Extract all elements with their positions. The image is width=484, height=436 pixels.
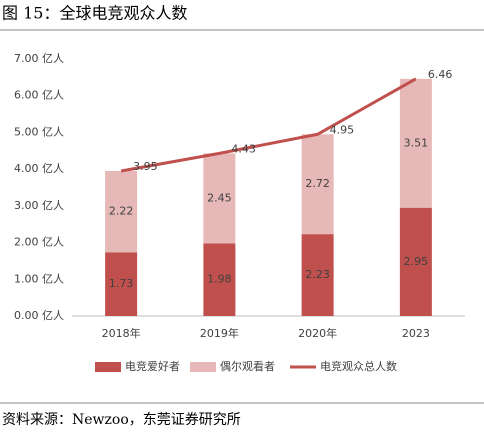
y-tick-label: 1.00 亿人 <box>14 272 64 285</box>
value-label: 2.23 <box>305 268 330 281</box>
bar <box>399 78 432 208</box>
bar <box>399 207 432 316</box>
value-label: 6.46 <box>428 68 453 81</box>
y-tick-label: 4.00 亿人 <box>14 162 64 175</box>
y-tick-label: 5.00 亿人 <box>14 125 64 138</box>
y-tick-label: 7.00 亿人 <box>14 52 64 65</box>
value-label: 2.22 <box>109 205 134 218</box>
line <box>120 77 417 173</box>
value-label: 4.95 <box>330 123 355 136</box>
bar <box>301 134 334 235</box>
y-tick-label: 3.00 亿人 <box>14 199 64 212</box>
value-label: 1.73 <box>109 277 134 290</box>
value-label: 4.43 <box>231 142 256 155</box>
y-tick-label: 0.00 亿人 <box>14 309 64 322</box>
value-label: 2.45 <box>207 191 232 204</box>
x-tick-label: 2020年 <box>298 326 337 340</box>
bar <box>105 170 138 253</box>
x-tick-label: 2019年 <box>200 326 239 340</box>
y-tick-label: 2.00 亿人 <box>14 236 64 249</box>
bar <box>203 243 236 316</box>
value-label: 3.95 <box>133 160 158 173</box>
legend-label: 偶尔观看者 <box>220 359 275 373</box>
bar <box>301 234 334 316</box>
source: 资料来源：Newzoo，东莞证券研究所 <box>2 412 241 428</box>
x-tick-label: 2018年 <box>102 326 141 340</box>
legend-swatch <box>190 362 216 372</box>
value-label: 3.51 <box>404 136 429 149</box>
y-tick-label: 6.00 亿人 <box>14 89 64 102</box>
legend-label: 电竞爱好者 <box>125 359 180 373</box>
bar <box>203 153 236 244</box>
x-tick-label: 2023 <box>402 327 430 340</box>
chart-title: 图 15：全球电竞观众人数 <box>2 4 187 23</box>
bar <box>105 252 138 316</box>
value-label: 2.72 <box>305 177 330 190</box>
value-label: 1.98 <box>207 273 232 286</box>
legend-swatch <box>95 362 121 372</box>
legend-label: 电竞观众总人数 <box>320 359 397 373</box>
value-label: 2.95 <box>404 255 429 268</box>
